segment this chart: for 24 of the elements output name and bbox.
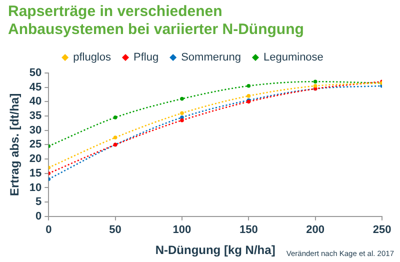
y-tick-label: 35	[29, 110, 42, 122]
y-tick-label: 40	[29, 96, 42, 108]
x-tick-label: 100	[172, 224, 192, 236]
x-tick-label: 150	[239, 224, 258, 236]
legend-label: Sommerung	[181, 52, 241, 64]
y-tick-label: 30	[29, 124, 42, 136]
y-tick-label: 10	[29, 182, 42, 194]
y-tick-label: 50	[29, 67, 42, 80]
y-axis-title: Ertrag abs. [dt/ha]	[8, 93, 22, 196]
legend-label: pfluglos	[73, 52, 112, 64]
chart-title: Rapserträge in verschiedenen Anbausystemen bei variierter N-Düngung	[8, 3, 305, 39]
x-tick-label: 250	[372, 224, 392, 236]
y-tick-label: 20	[29, 153, 42, 166]
y-tick-label: 5	[36, 196, 42, 208]
y-tick-label: 0	[36, 210, 42, 222]
y-tick-label: 25	[29, 138, 42, 151]
y-tick-label: 15	[29, 167, 42, 180]
x-tick-label: 50	[109, 224, 122, 236]
y-tick-label: 45	[29, 81, 42, 94]
x-tick-label: 0	[46, 224, 52, 236]
x-axis-title: N-Düngung [kg N/ha]	[155, 243, 276, 258]
legend-label: Pflug	[134, 52, 159, 64]
legend-label: Leguminose	[263, 52, 324, 64]
x-tick-label: 200	[306, 224, 325, 236]
